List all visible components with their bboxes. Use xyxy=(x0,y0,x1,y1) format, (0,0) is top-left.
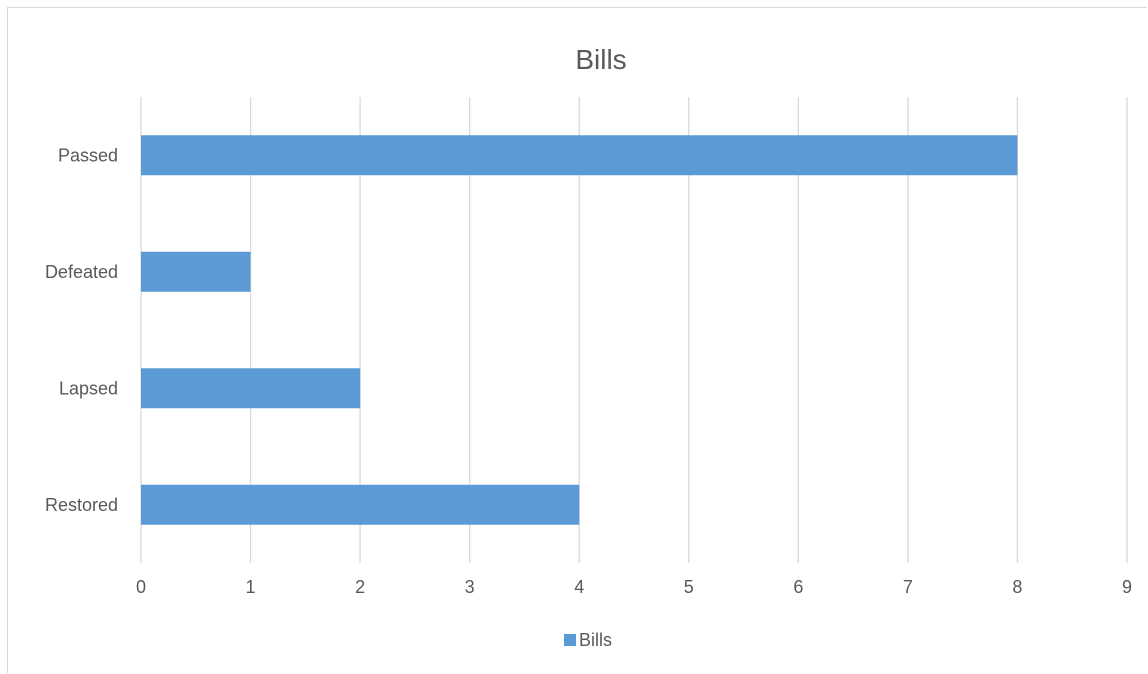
x-tick-label: 3 xyxy=(465,577,475,597)
x-tick-label: 6 xyxy=(793,577,803,597)
x-tick-label: 0 xyxy=(136,577,146,597)
chart-title: Bills xyxy=(575,44,626,75)
bar-lapsed xyxy=(141,368,361,409)
x-tick-label: 9 xyxy=(1122,577,1132,597)
legend-label: Bills xyxy=(579,630,612,650)
legend-swatch xyxy=(564,634,576,646)
chart-frame: Bills 0 1 2 3 4 5 6 7 8 9 Passed Defeated Lapsed Rest… xyxy=(7,7,1147,673)
y-category-label: Passed xyxy=(58,145,118,165)
x-tick-label: 5 xyxy=(684,577,694,597)
bar-passed xyxy=(141,135,1018,176)
x-tick-label: 8 xyxy=(1012,577,1022,597)
y-category-label: Restored xyxy=(45,495,118,515)
x-tick-label: 1 xyxy=(246,577,256,597)
x-tick-label: 4 xyxy=(574,577,584,597)
bars xyxy=(141,135,1018,525)
y-category-label: Defeated xyxy=(45,262,118,282)
bar-defeated xyxy=(141,251,251,292)
y-category-label: Lapsed xyxy=(59,378,118,398)
legend: Bills xyxy=(564,630,612,650)
x-tick-label: 2 xyxy=(355,577,365,597)
bar-restored xyxy=(141,484,580,525)
x-tick-label: 7 xyxy=(903,577,913,597)
axis-ticks: 0 1 2 3 4 5 6 7 8 9 Passed Defeated Lapsed Restored xyxy=(45,145,1132,597)
chart-svg: Bills 0 1 2 3 4 5 6 7 8 9 Passed Defeated Lapsed Rest… xyxy=(45,44,1132,650)
